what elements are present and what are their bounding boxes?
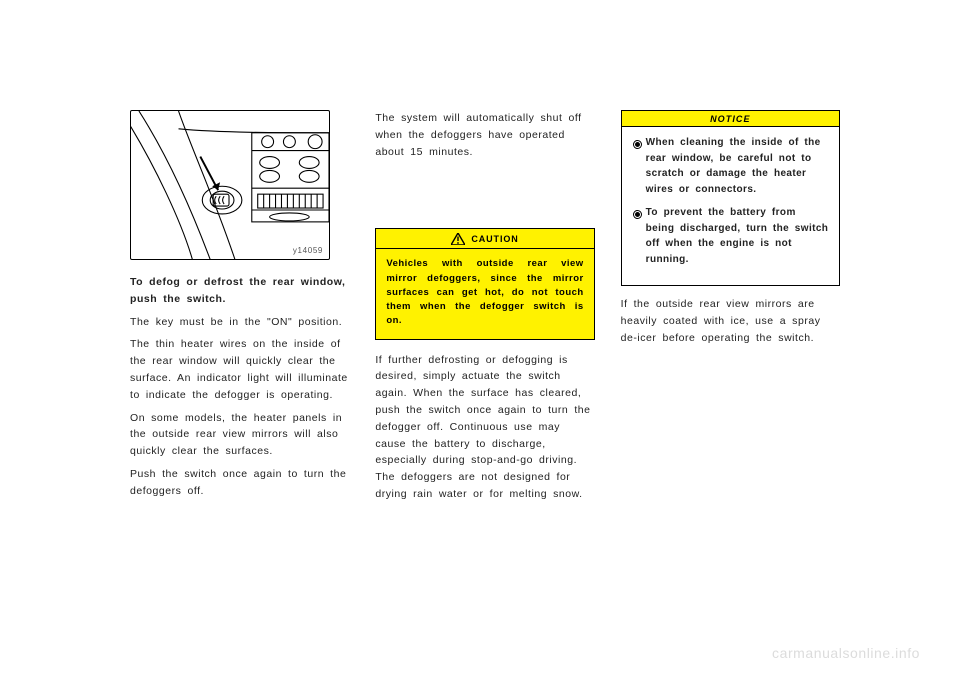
caution-box: CAUTION Vehicles with outside rear view … xyxy=(375,228,594,339)
notice-body: When cleaning the inside of the rear win… xyxy=(622,127,839,285)
notice-title: NOTICE xyxy=(622,111,839,127)
col1-p3: On some models, the heater panels in the… xyxy=(130,410,349,460)
column-2: The system will automatically shut off w… xyxy=(375,110,594,511)
column-3: NOTICE When cleaning the inside of the r… xyxy=(621,110,840,511)
illustration: y14059 xyxy=(130,110,330,260)
column-layout: y14059 To defog or defrost the rear wind… xyxy=(130,0,840,511)
page: y14059 To defog or defrost the rear wind… xyxy=(0,0,960,679)
warning-triangle-icon xyxy=(451,233,465,245)
notice-bullet: To prevent the battery from being discha… xyxy=(632,205,829,267)
column-1: y14059 To defog or defrost the rear wind… xyxy=(130,110,349,511)
caution-head: CAUTION xyxy=(376,229,593,249)
col1-text: To defog or defrost the rear window, pus… xyxy=(130,274,349,500)
notice-list: When cleaning the inside of the rear win… xyxy=(632,135,829,267)
illustration-svg xyxy=(131,111,329,260)
col1-p4: Push the switch once again to turn the d… xyxy=(130,466,349,500)
notice-box: NOTICE When cleaning the inside of the r… xyxy=(621,110,840,286)
col2-text-2: If further defrosting or defogging is de… xyxy=(375,352,594,503)
col1-lead: To defog or defrost the rear window, pus… xyxy=(130,274,349,308)
caution-body: Vehicles with outside rear view mirror d… xyxy=(376,249,593,338)
col3-p1: If the outside rear view mirrors are hea… xyxy=(621,296,840,346)
col1-p1: The key must be in the "ON" position. xyxy=(130,314,349,331)
caution-title: CAUTION xyxy=(471,234,518,244)
figure-label: y14059 xyxy=(293,246,323,255)
col2-text: The system will automatically shut off w… xyxy=(375,110,594,160)
notice-bullet: When cleaning the inside of the rear win… xyxy=(632,135,829,197)
col2-p1: The system will automatically shut off w… xyxy=(375,110,594,160)
watermark: carmanualsonline.info xyxy=(772,645,920,661)
col2-p2: If further defrosting or defogging is de… xyxy=(375,352,594,503)
col1-p2: The thin heater wires on the inside of t… xyxy=(130,336,349,403)
